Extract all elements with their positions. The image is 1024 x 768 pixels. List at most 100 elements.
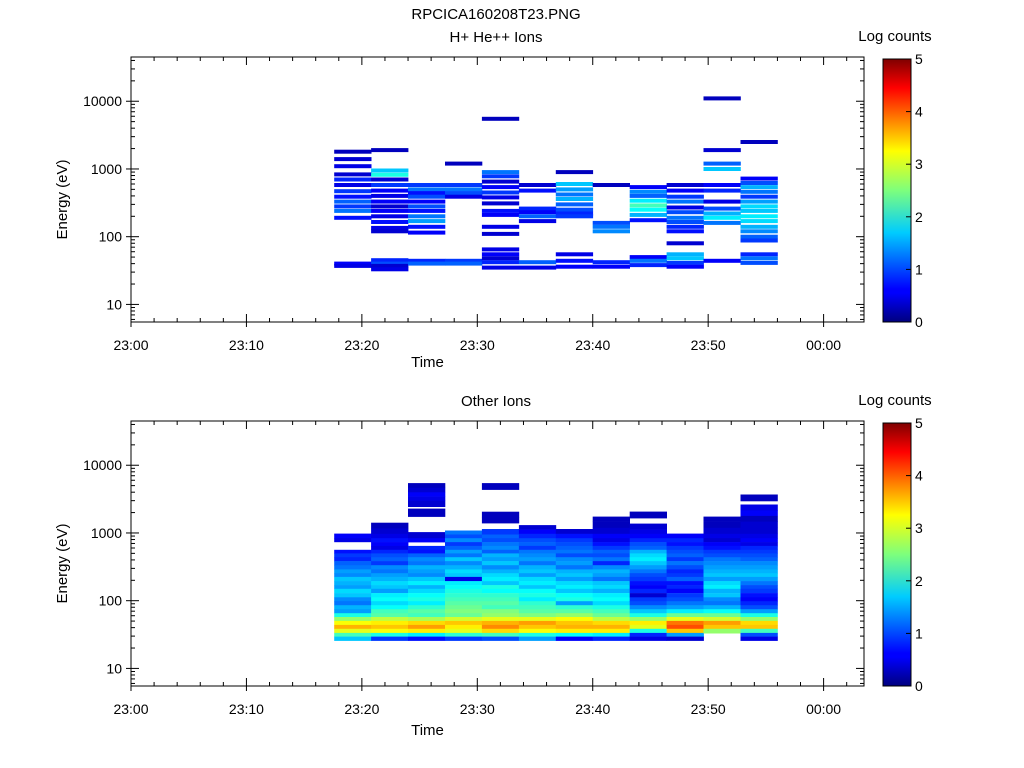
heatmap-cell bbox=[703, 258, 741, 263]
heatmap-cell bbox=[555, 192, 594, 197]
heatmap-cell bbox=[445, 569, 483, 574]
heatmap-cell bbox=[703, 581, 741, 586]
heatmap-cell bbox=[629, 553, 667, 558]
heatmap-cell bbox=[408, 500, 446, 507]
heatmap-cell bbox=[481, 190, 520, 195]
heatmap-cell bbox=[408, 538, 446, 543]
heatmap-cell bbox=[555, 620, 594, 626]
x-axis-label: Time bbox=[411, 722, 444, 739]
heatmap-cell bbox=[629, 255, 667, 260]
heatmap-cell bbox=[481, 569, 520, 574]
heatmap-cell bbox=[445, 557, 483, 562]
heatmap-cell bbox=[555, 211, 594, 216]
heatmap-cell bbox=[740, 185, 778, 190]
heatmap-cell bbox=[592, 516, 630, 522]
heatmap-cell bbox=[481, 256, 520, 261]
heatmap-cell bbox=[666, 601, 704, 606]
y-tick-label: 10 bbox=[106, 296, 122, 312]
heatmap-cell bbox=[740, 613, 778, 618]
heatmap-cell bbox=[518, 529, 557, 535]
heatmap-cell bbox=[629, 212, 667, 217]
heatmap-cell bbox=[481, 613, 520, 618]
heatmap-cell bbox=[666, 617, 704, 622]
heatmap-cell bbox=[334, 183, 372, 187]
heatmap-cell bbox=[371, 588, 409, 594]
heatmap-cell bbox=[629, 597, 667, 602]
heatmap-cell bbox=[740, 573, 778, 578]
heatmap-cell bbox=[481, 593, 520, 598]
heatmap-cell bbox=[371, 576, 409, 582]
heatmap-cell bbox=[334, 617, 372, 622]
heatmap-cell bbox=[371, 208, 409, 213]
heatmap-cell bbox=[629, 218, 667, 223]
heatmap-cell bbox=[740, 561, 778, 566]
heatmap-cell bbox=[408, 483, 446, 489]
heatmap-cell bbox=[445, 613, 483, 618]
heatmap-cell bbox=[371, 565, 409, 570]
heatmap-cell bbox=[555, 569, 594, 574]
heatmap-cell bbox=[592, 597, 630, 602]
heatmap-cell bbox=[445, 258, 483, 263]
heatmap-cell bbox=[481, 601, 520, 606]
heatmap-cell bbox=[740, 194, 778, 199]
heatmap-cell bbox=[666, 588, 704, 594]
heatmap-cell bbox=[371, 617, 409, 622]
x-tick-label: 23:20 bbox=[344, 701, 379, 717]
heatmap-cell bbox=[518, 214, 557, 219]
heatmap-cell bbox=[703, 538, 741, 543]
heatmap-cell bbox=[408, 208, 446, 213]
x-tick-label: 23:10 bbox=[229, 337, 264, 353]
heatmap-cell bbox=[592, 545, 630, 551]
heatmap-cell bbox=[703, 565, 741, 570]
colorbar-label: Log counts bbox=[858, 28, 931, 45]
heatmap-cell bbox=[371, 597, 409, 602]
panel-other-ions: 23:00 23:10 23:20 23:30 23:40 23:50 00:00 Time 1… bbox=[54, 392, 932, 739]
heatmap-cell bbox=[592, 569, 630, 574]
heatmap-cell bbox=[592, 588, 630, 594]
y-axis-label: Energy (eV) bbox=[54, 159, 71, 239]
colorbar-tick-label: 5 bbox=[915, 51, 923, 67]
heatmap-cell bbox=[408, 487, 446, 493]
heatmap-cell bbox=[408, 585, 446, 590]
heatmap-cell bbox=[481, 545, 520, 551]
colorbar-tick-label: 4 bbox=[915, 104, 923, 120]
heatmap-cell bbox=[629, 569, 667, 574]
heatmap-cell bbox=[555, 597, 594, 602]
heatmap-cell bbox=[740, 632, 778, 637]
heatmap-cell bbox=[703, 557, 741, 562]
colorbar-tick-label: 4 bbox=[915, 468, 923, 484]
heatmap-cell bbox=[371, 204, 409, 209]
heatmap-cell bbox=[555, 601, 594, 606]
heatmap-cell bbox=[629, 529, 667, 535]
heatmap-cell bbox=[334, 172, 372, 177]
colorbar-tick-label: 1 bbox=[915, 625, 923, 641]
plot-frame bbox=[130, 56, 865, 323]
heatmap-cell bbox=[592, 183, 630, 187]
heatmap-cell bbox=[592, 601, 630, 606]
heatmap-cell bbox=[703, 188, 741, 193]
heatmap-cell bbox=[629, 593, 667, 598]
heatmap-cell bbox=[371, 573, 409, 578]
heatmap-cell bbox=[592, 628, 630, 634]
heatmap-cell bbox=[518, 525, 557, 530]
heatmap-cell bbox=[740, 176, 778, 181]
heatmap-cell bbox=[666, 538, 704, 543]
heatmap-cell bbox=[740, 609, 778, 614]
heatmap-cell bbox=[334, 576, 372, 582]
heatmap-cell bbox=[666, 573, 704, 578]
heatmap-cell bbox=[481, 609, 520, 614]
heatmap-cell bbox=[703, 601, 741, 606]
heatmap-cell bbox=[481, 511, 520, 518]
heatmap-cell bbox=[629, 628, 667, 634]
heatmap-cell bbox=[666, 256, 704, 261]
heatmap-cell bbox=[629, 258, 667, 263]
x-tick-label: 23:40 bbox=[575, 337, 610, 353]
heatmap-cell bbox=[629, 605, 667, 610]
heatmap-cell bbox=[703, 148, 741, 153]
heatmap-cell bbox=[666, 553, 704, 558]
heatmap-cell bbox=[518, 617, 557, 622]
heatmap-cell bbox=[629, 609, 667, 614]
heatmap-cell bbox=[666, 545, 704, 551]
heatmap-cell bbox=[703, 573, 741, 578]
heatmap-cell bbox=[703, 620, 741, 626]
